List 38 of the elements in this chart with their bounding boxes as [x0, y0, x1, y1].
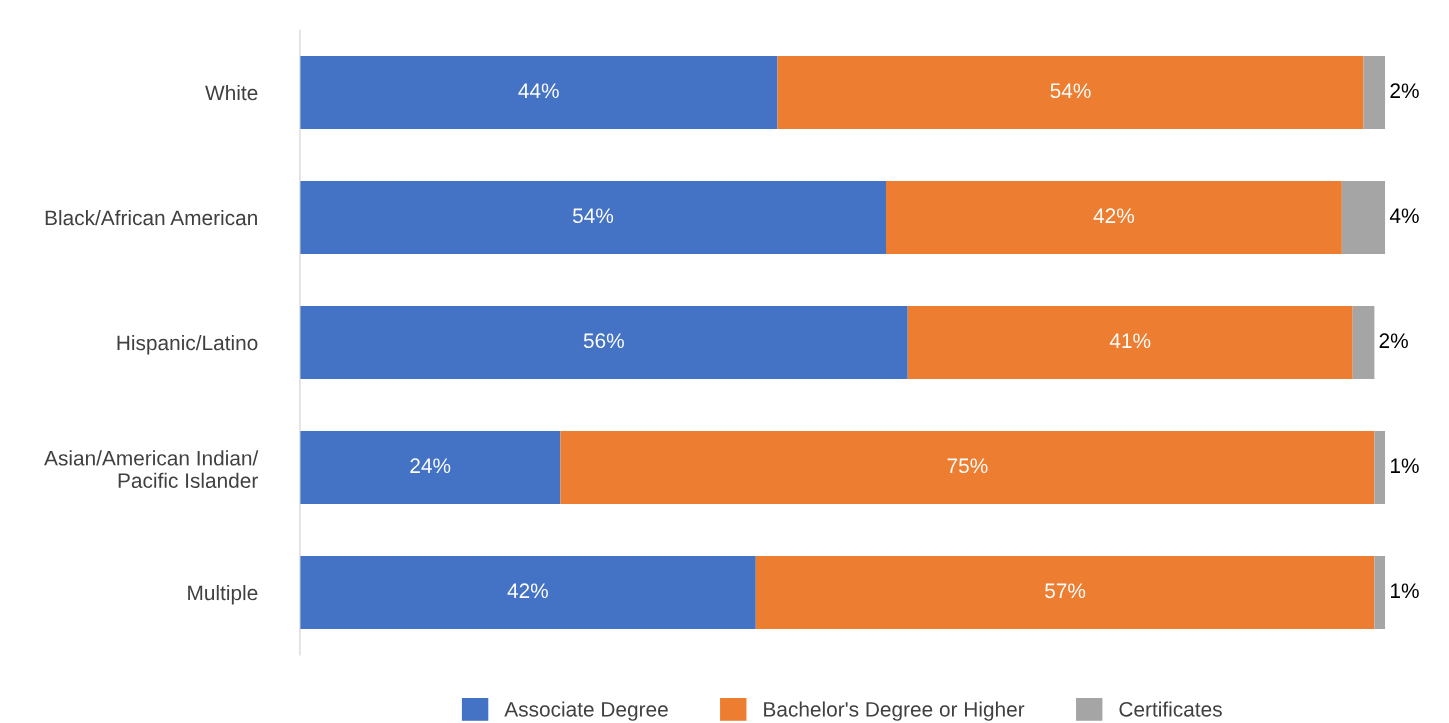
bar [1374, 556, 1386, 630]
data-label: 42% [1093, 208, 1135, 224]
bar [299, 431, 561, 505]
bar [777, 56, 1364, 130]
bar [560, 431, 1375, 505]
legend-label: Bachelor's Degree or Higher [764, 701, 1025, 721]
legend-label: Certificates [1119, 701, 1222, 717]
bar [1374, 431, 1386, 505]
y-tick-label: Multiple [188, 584, 258, 605]
data-label: 54% [572, 208, 614, 224]
data-label: 57% [1045, 583, 1086, 599]
y-tick-label: Hispanic/Latino [117, 334, 258, 355]
data-label: 41% [1109, 333, 1151, 349]
data-label: 4% [1389, 208, 1419, 224]
data-label: 54% [1050, 83, 1091, 99]
bar [299, 181, 887, 255]
data-label: 75% [947, 458, 988, 474]
bar [755, 556, 1375, 630]
data-label: 2% [1379, 333, 1408, 349]
bar [299, 556, 756, 630]
data-label: 2% [1390, 83, 1419, 99]
data-label: 1% [1391, 583, 1419, 599]
bar [299, 56, 778, 130]
bar [907, 306, 1353, 380]
bar [1341, 181, 1386, 255]
bar [299, 306, 908, 380]
bar [886, 181, 1342, 255]
data-label: 56% [583, 333, 624, 349]
legend-label: Associate Degree [504, 701, 668, 721]
y-tick-label: Asian/American Indian/ Pacific Islander [44, 450, 259, 489]
data-label: 1% [1391, 458, 1419, 474]
data-label: 44% [518, 83, 559, 99]
data-label: 42% [507, 583, 548, 599]
y-tick-label: White [205, 84, 258, 101]
data-label: 24% [410, 458, 451, 474]
y-tick-label: Black/African American [45, 209, 257, 226]
bar [1363, 56, 1386, 130]
bar [1352, 306, 1375, 380]
